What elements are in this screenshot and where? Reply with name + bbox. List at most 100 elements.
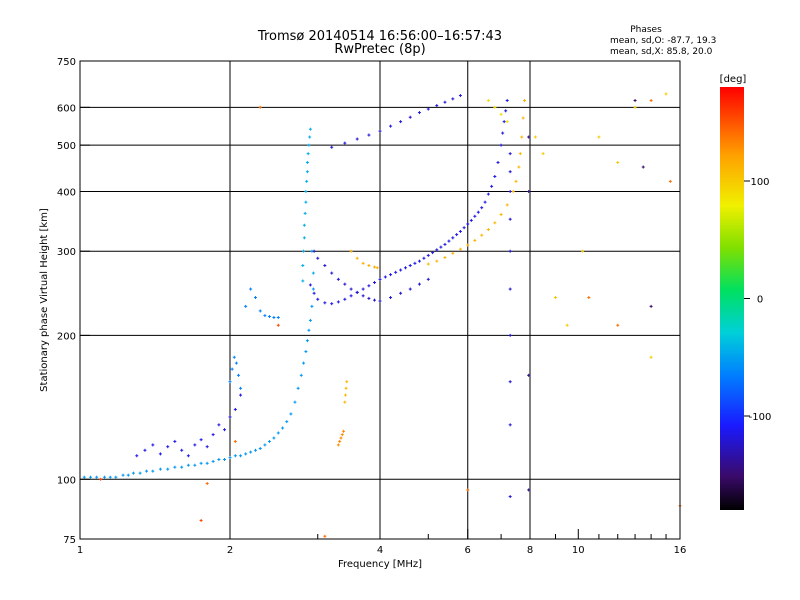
data-point xyxy=(508,423,512,427)
data-point xyxy=(581,249,585,253)
data-point xyxy=(413,261,417,265)
data-point xyxy=(166,445,170,449)
data-point xyxy=(99,477,103,481)
data-point xyxy=(458,229,462,233)
data-point xyxy=(272,315,276,319)
data-point xyxy=(263,314,267,318)
data-point xyxy=(126,473,130,477)
colorbar xyxy=(720,87,744,510)
data-point xyxy=(311,287,315,291)
data-point xyxy=(426,277,430,281)
data-point xyxy=(373,265,377,269)
data-point xyxy=(520,135,524,139)
data-point xyxy=(151,443,155,447)
data-point xyxy=(417,282,421,286)
data-point xyxy=(323,264,327,268)
data-point xyxy=(289,412,293,416)
data-point xyxy=(361,294,365,298)
data-point xyxy=(466,222,470,226)
data-point xyxy=(367,133,371,137)
data-point xyxy=(199,438,203,442)
data-point xyxy=(553,296,557,300)
data-point xyxy=(95,475,99,479)
data-point xyxy=(616,323,620,327)
data-point xyxy=(308,283,312,287)
data-point xyxy=(361,287,365,291)
data-point xyxy=(344,386,348,390)
data-point xyxy=(378,129,382,133)
data-point xyxy=(443,242,447,246)
data-point xyxy=(508,495,512,499)
data-point xyxy=(389,273,393,277)
y-tick-label: 400 xyxy=(57,187,76,198)
data-point xyxy=(186,454,190,458)
data-point xyxy=(223,457,227,461)
data-point xyxy=(316,297,320,301)
data-point xyxy=(340,433,344,437)
data-point xyxy=(349,287,353,291)
data-point xyxy=(308,127,312,131)
data-point xyxy=(499,112,503,116)
data-point xyxy=(493,174,497,178)
data-point xyxy=(508,287,512,291)
data-point xyxy=(493,221,497,225)
data-point xyxy=(527,488,531,492)
data-point xyxy=(343,297,347,301)
data-point xyxy=(343,393,347,397)
data-point xyxy=(236,373,240,377)
data-point xyxy=(330,302,334,306)
data-point xyxy=(633,105,637,109)
data-point xyxy=(480,233,484,237)
data-point xyxy=(303,211,307,215)
data-point xyxy=(408,287,412,291)
data-point xyxy=(367,284,371,288)
data-point xyxy=(343,400,347,404)
data-point xyxy=(180,448,184,452)
data-point xyxy=(239,393,243,397)
data-point xyxy=(431,251,435,255)
phase-stats-title: Phases xyxy=(630,25,662,35)
data-point xyxy=(508,152,512,156)
data-point xyxy=(336,300,340,304)
data-point xyxy=(367,264,371,268)
data-point xyxy=(158,467,162,471)
data-point xyxy=(505,120,509,124)
data-point xyxy=(312,291,316,295)
data-point xyxy=(455,233,459,237)
data-point xyxy=(349,249,353,253)
data-point xyxy=(426,253,430,257)
data-point xyxy=(504,109,508,113)
data-point xyxy=(211,433,215,437)
data-point xyxy=(108,475,112,479)
data-point xyxy=(469,218,473,222)
data-point xyxy=(514,179,518,183)
data-point xyxy=(462,226,466,230)
data-point xyxy=(505,99,509,103)
data-point xyxy=(233,407,237,411)
x-tick-label: 1 xyxy=(77,545,83,556)
data-point xyxy=(301,279,305,283)
data-point xyxy=(373,298,377,302)
data-point xyxy=(151,469,155,473)
data-point xyxy=(312,249,316,253)
data-point xyxy=(258,309,262,313)
plot-area: 1 2 4 6 8 10 16 75 100 200 300 400 500 600 750 xyxy=(57,57,686,556)
x-tick-label: 2 xyxy=(227,545,233,556)
data-point xyxy=(131,471,135,475)
data-point xyxy=(301,264,305,268)
data-point xyxy=(476,210,480,214)
data-point xyxy=(649,99,653,103)
data-point xyxy=(296,386,300,390)
data-point xyxy=(403,266,407,270)
data-point xyxy=(308,318,312,322)
data-point xyxy=(399,120,403,124)
data-point xyxy=(253,448,257,452)
data-point xyxy=(228,415,232,419)
data-point xyxy=(230,367,234,371)
y-tick-label: 200 xyxy=(57,331,76,342)
data-point xyxy=(508,249,512,253)
data-point xyxy=(443,100,447,104)
data-point xyxy=(302,236,306,240)
data-point xyxy=(394,270,398,274)
data-point xyxy=(249,450,253,454)
